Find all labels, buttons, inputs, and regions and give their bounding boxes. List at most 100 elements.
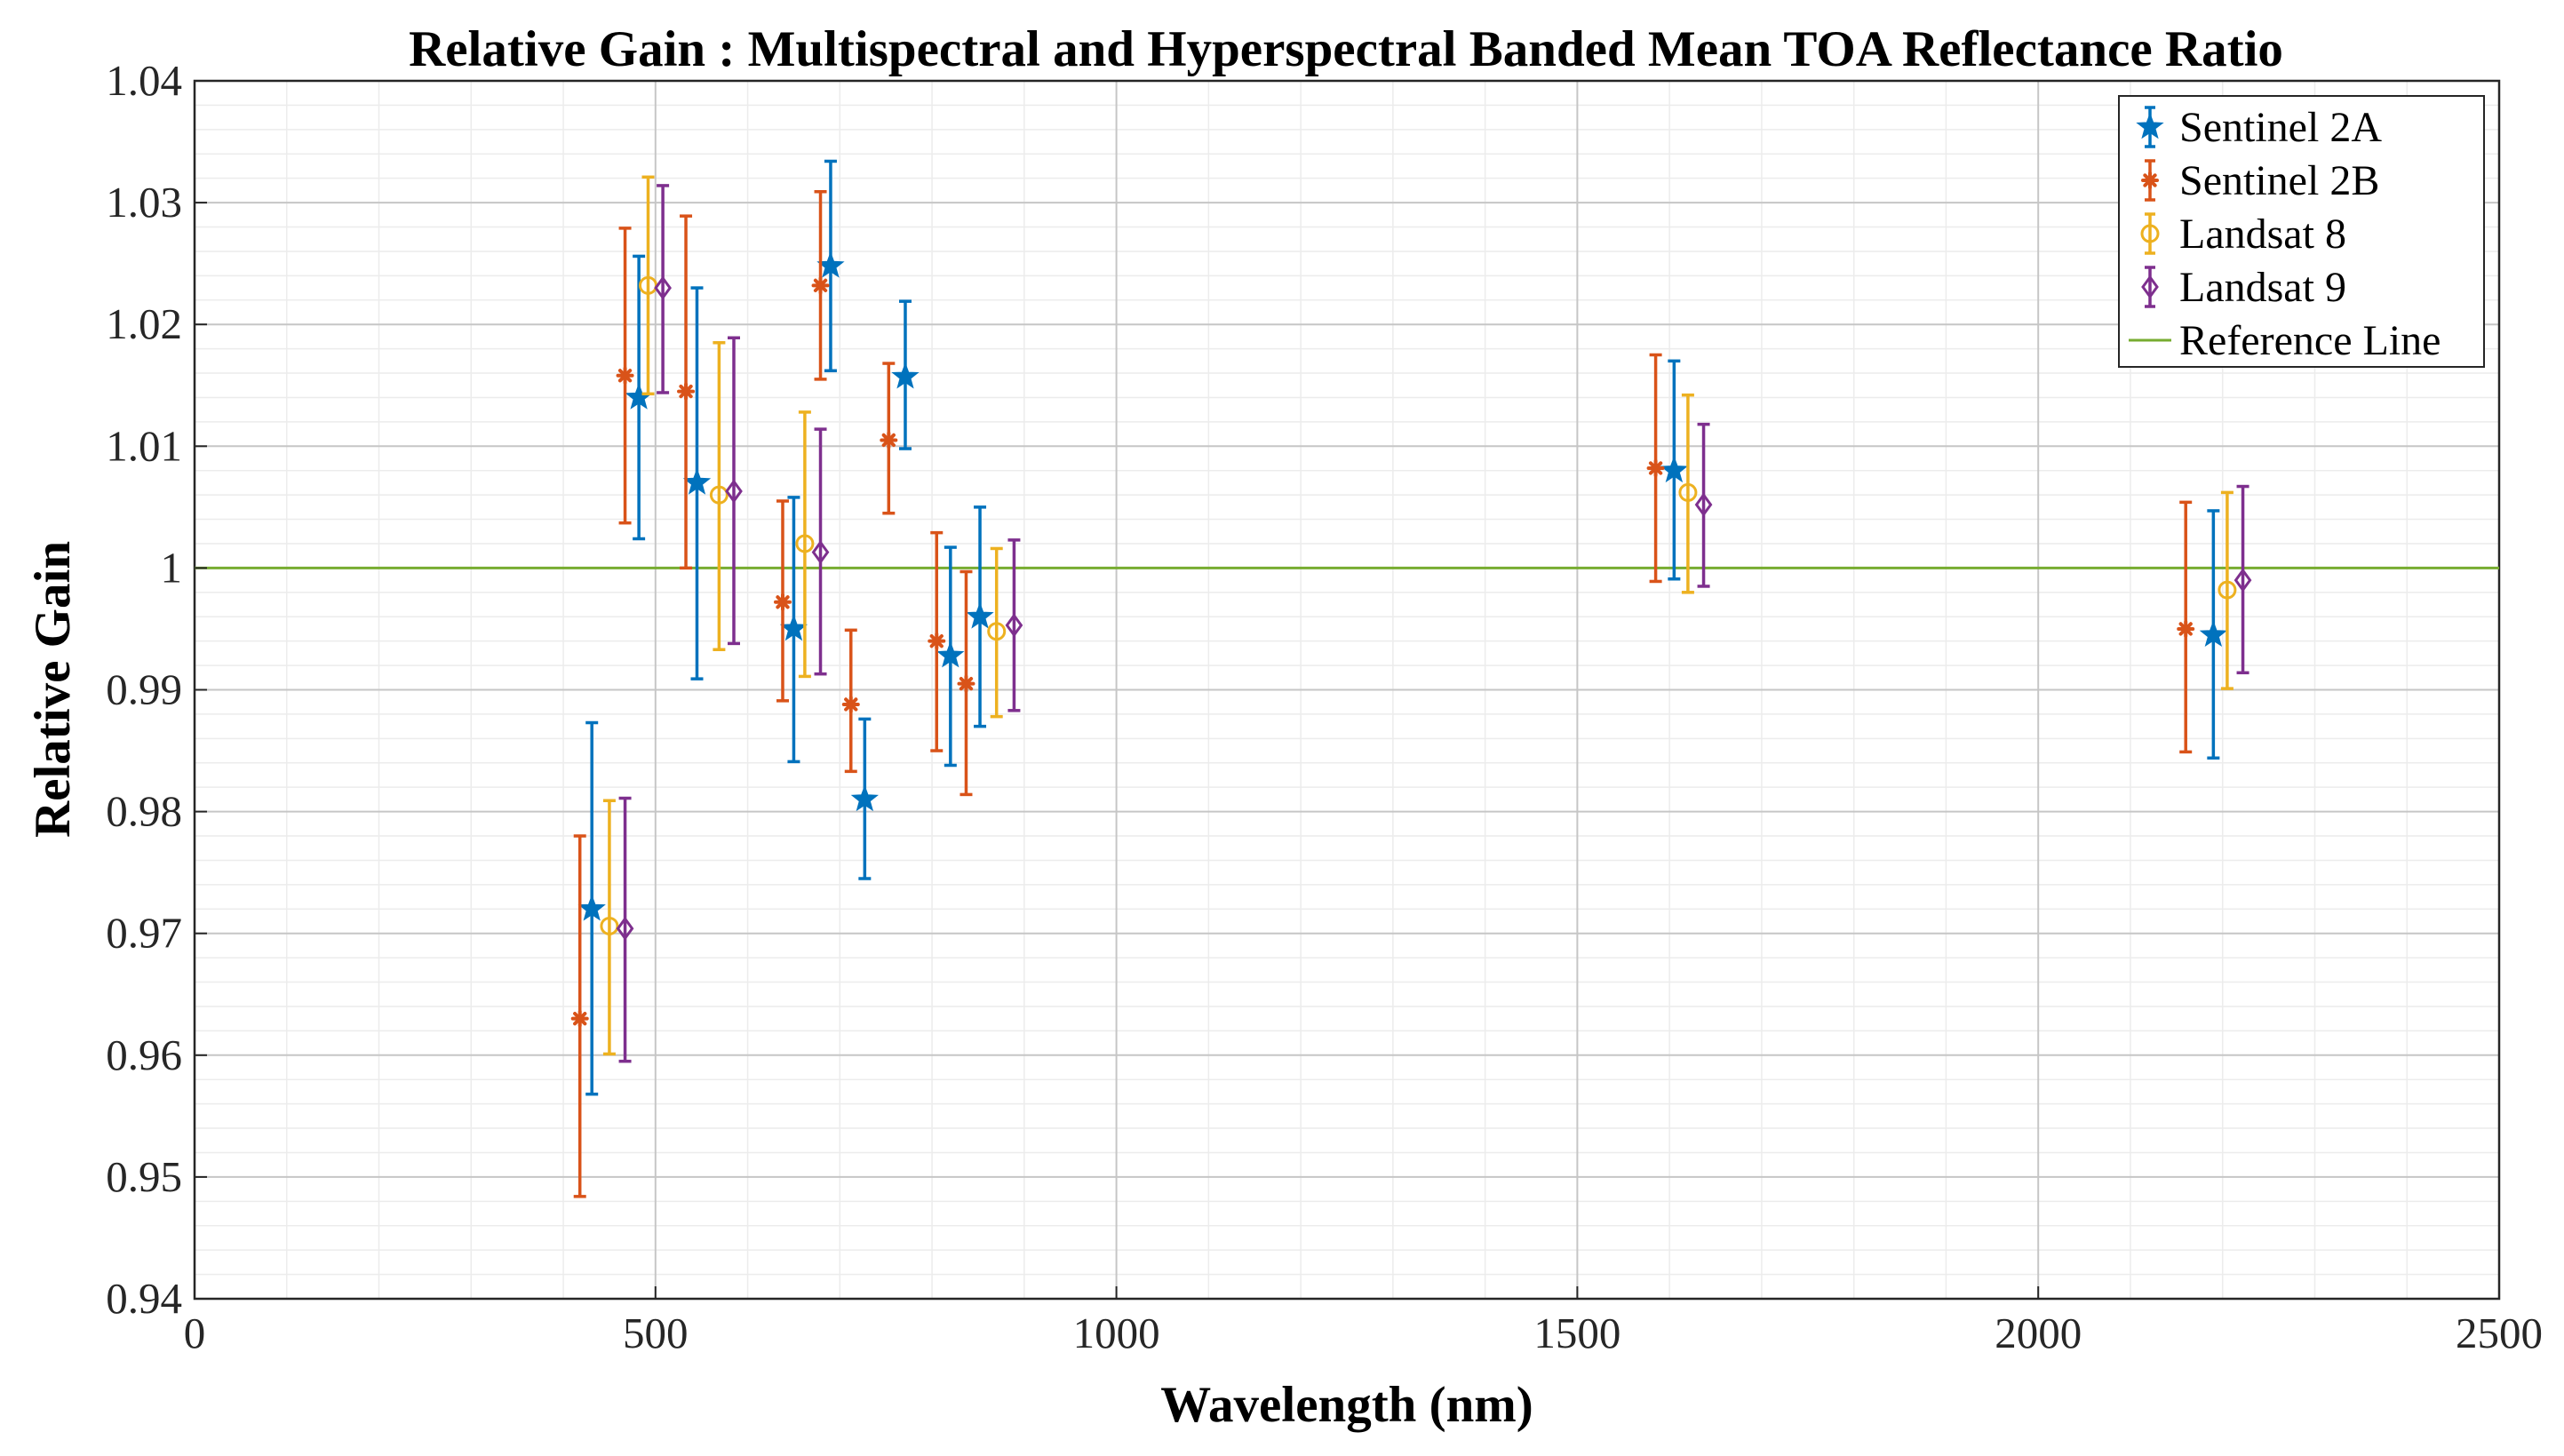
y-tick-label: 0.94 xyxy=(106,1274,182,1323)
data-point xyxy=(936,545,965,768)
marker xyxy=(1678,482,1698,502)
data-point xyxy=(682,286,712,680)
data-point xyxy=(725,336,743,646)
data-point xyxy=(600,799,619,1056)
marker xyxy=(577,894,606,921)
data-point xyxy=(2177,500,2195,754)
legend-marker xyxy=(2140,224,2160,243)
data-point xyxy=(841,628,860,774)
marker xyxy=(616,916,634,941)
y-tick-label: 0.97 xyxy=(106,909,182,958)
x-tick-label: 2500 xyxy=(2456,1309,2543,1357)
marker xyxy=(570,1009,589,1028)
marker xyxy=(987,622,1007,641)
marker-stroke xyxy=(2178,622,2193,636)
legend-label: Landsat 9 xyxy=(2179,264,2346,311)
data-point xyxy=(1678,393,1698,594)
data-point xyxy=(795,410,815,679)
data-point xyxy=(811,190,830,381)
data-point xyxy=(957,569,975,797)
marker xyxy=(2234,568,2252,593)
x-tick-label: 0 xyxy=(184,1309,206,1357)
data-point xyxy=(677,214,696,570)
y-tick-label: 0.96 xyxy=(106,1030,182,1079)
marker xyxy=(936,640,965,668)
legend: Sentinel 2A Sentinel 2B Landsat 8 Landsat 9… xyxy=(2118,95,2485,368)
marker xyxy=(966,601,994,629)
marker xyxy=(957,674,975,693)
series-sentinel-2a xyxy=(577,159,2227,1096)
legend-marker xyxy=(2136,112,2164,139)
data-point xyxy=(1005,538,1023,712)
data-point xyxy=(966,505,994,728)
data-point xyxy=(773,499,792,703)
y-tick-label: 1.02 xyxy=(106,299,182,348)
y-tick-label: 0.95 xyxy=(106,1152,182,1201)
marker xyxy=(2199,620,2227,648)
data-point xyxy=(811,427,830,676)
x-tick-label: 1000 xyxy=(1073,1309,1160,1357)
marker-stroke xyxy=(1648,461,1663,475)
series-sentinel-2b xyxy=(570,190,2195,1198)
marker xyxy=(2218,580,2237,600)
data-point xyxy=(1694,422,1713,588)
marker xyxy=(2177,619,2195,638)
data-point xyxy=(654,184,672,394)
legend-label: Reference Line xyxy=(2179,317,2441,364)
legend-item: Landsat 9 xyxy=(2141,264,2346,311)
marker-stroke xyxy=(959,676,974,691)
y-axis-ticks: 0.94 0.95 0.96 0.97 0.98 0.99 1 1.01 1.02 1.03 1.0… xyxy=(106,56,207,1323)
marker-stroke xyxy=(2143,173,2157,187)
y-tick-label: 0.98 xyxy=(106,787,182,836)
marker xyxy=(773,593,792,611)
data-point xyxy=(625,254,653,541)
data-point xyxy=(2218,490,2237,690)
marker xyxy=(811,276,830,295)
legend-label: Sentinel 2A xyxy=(2179,104,2382,151)
legend-item: Landsat 8 xyxy=(2140,211,2346,258)
marker xyxy=(1694,492,1713,517)
marker xyxy=(709,485,729,505)
data-point xyxy=(987,546,1007,719)
data-point xyxy=(616,796,634,1063)
y-tick-label: 0.99 xyxy=(106,665,182,714)
data-point xyxy=(779,496,808,764)
marker-stroke xyxy=(776,595,790,609)
marker xyxy=(891,362,920,389)
marker-stroke xyxy=(813,278,828,292)
data-point xyxy=(709,341,729,652)
marker-stroke xyxy=(617,369,633,383)
chart-title: Relative Gain : Multispectral and Hypers… xyxy=(409,21,2283,77)
marker xyxy=(1005,613,1023,638)
marker xyxy=(850,784,879,812)
y-tick-label: 1.03 xyxy=(106,178,182,227)
marker xyxy=(677,382,696,401)
series-layer xyxy=(570,159,2252,1198)
legend-item: Sentinel 2A xyxy=(2136,104,2382,151)
y-tick-label: 1.01 xyxy=(106,421,182,470)
marker xyxy=(725,479,743,504)
marker xyxy=(811,540,830,565)
data-point xyxy=(891,299,920,450)
legend-item: Sentinel 2B xyxy=(2141,157,2379,204)
x-axis-ticks: 0 500 1000 1500 2000 2500 xyxy=(184,1286,2543,1357)
data-point xyxy=(616,227,634,525)
data-point xyxy=(928,530,946,752)
marker xyxy=(928,632,946,650)
marker-stroke xyxy=(844,697,858,712)
marker xyxy=(1646,458,1665,477)
marker xyxy=(841,695,860,713)
legend-marker xyxy=(2141,274,2159,299)
marker-stroke xyxy=(929,634,944,648)
data-point xyxy=(570,834,589,1198)
marker xyxy=(600,916,619,935)
marker xyxy=(880,431,898,450)
data-point xyxy=(1660,359,1688,581)
data-point xyxy=(577,720,606,1096)
data-point xyxy=(2199,509,2227,760)
marker-stroke xyxy=(573,1012,587,1026)
legend-marker xyxy=(2141,171,2159,189)
legend-label: Landsat 8 xyxy=(2179,211,2346,258)
data-point xyxy=(816,159,845,373)
